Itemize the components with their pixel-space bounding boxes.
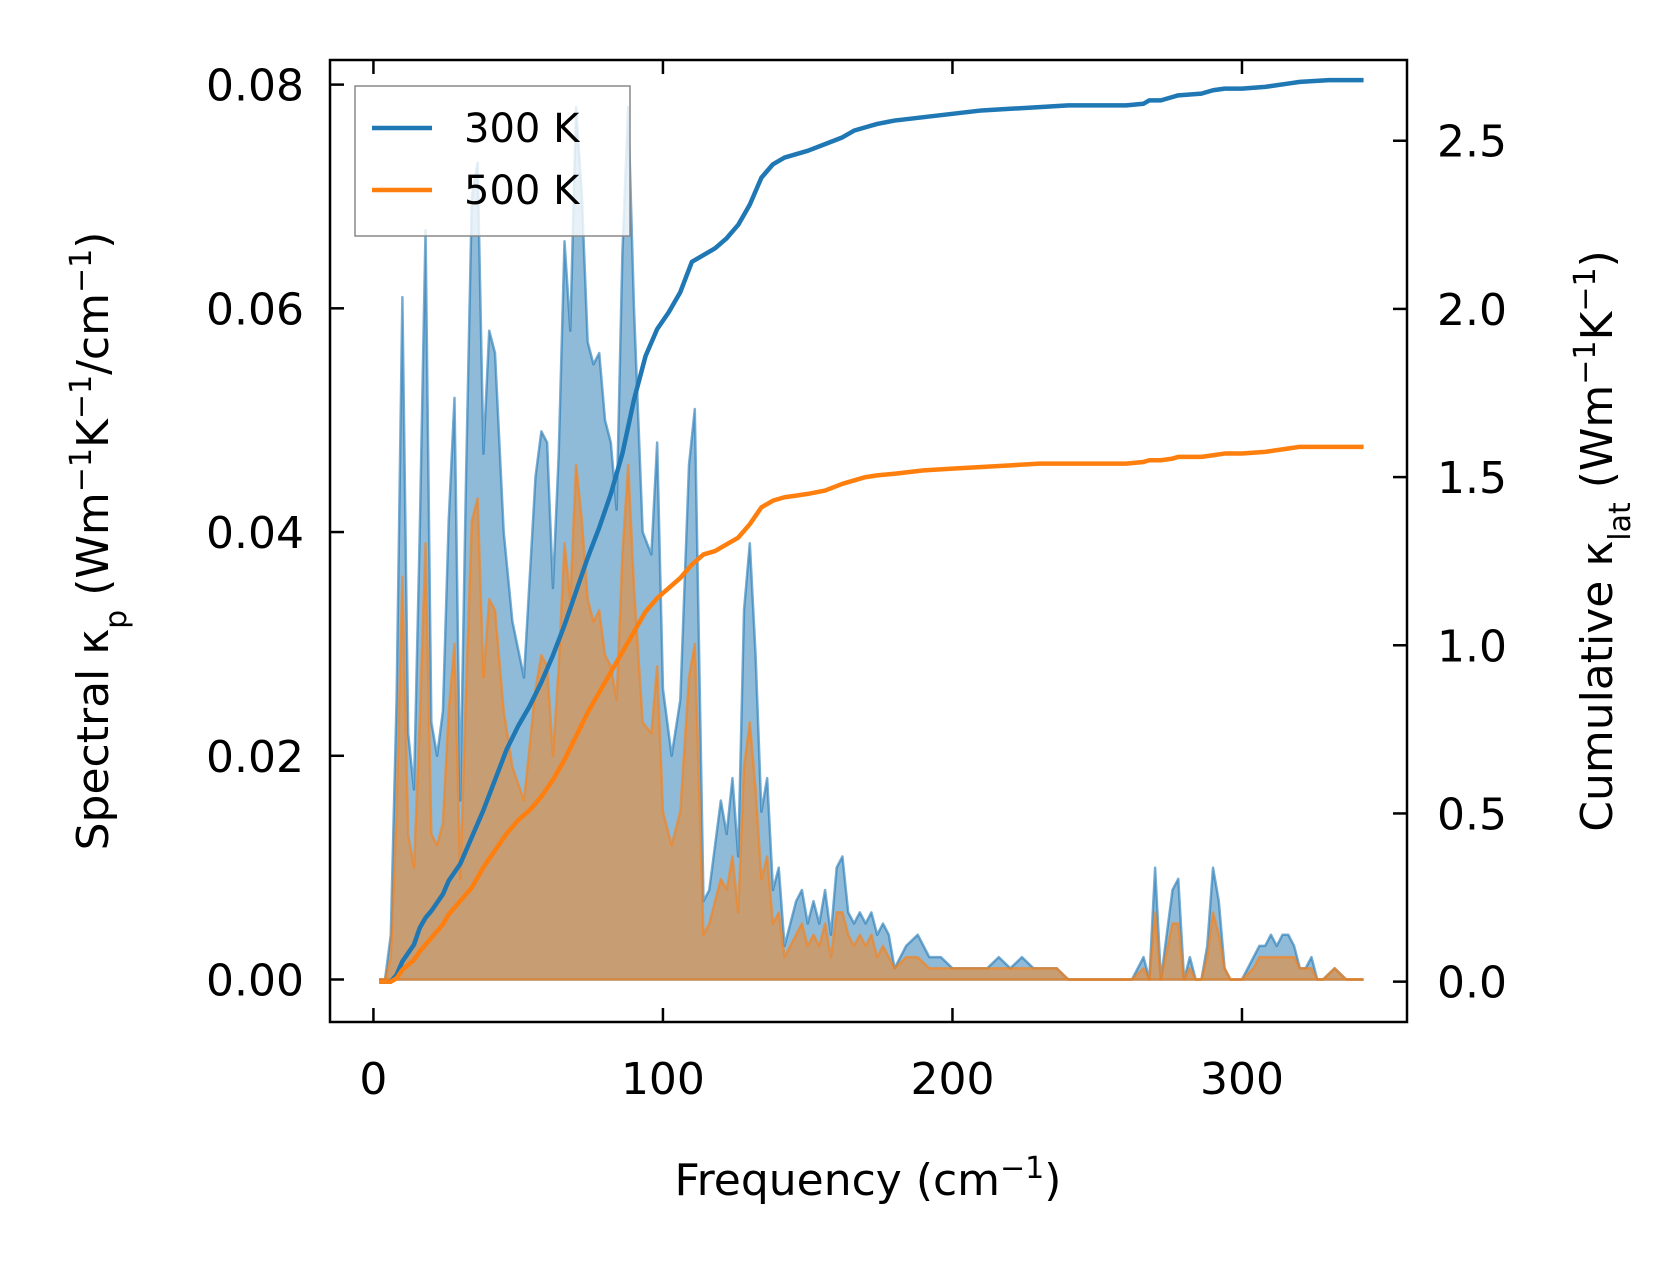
- legend-box: [354, 85, 631, 237]
- y-right-tick-label: 1.5: [1437, 453, 1507, 504]
- axis-tick-labels: 0 100 200 300 0.00 0.02 0.04 0.06 0.08 0.0 0.5 1.0 1…: [206, 61, 1507, 1105]
- x-tick-label: 0: [359, 1054, 387, 1105]
- y-left-tick-label: 0.06: [206, 284, 304, 335]
- x-axis-title: Frequency (cm−1): [675, 1151, 1062, 1207]
- y-left-tick-label: 0.00: [206, 955, 304, 1006]
- plot-frame: [328, 58, 1409, 1024]
- x-tick-label: 300: [1200, 1054, 1284, 1105]
- y-right-tick-label: 1.0: [1437, 621, 1507, 672]
- y-left-tick-label: 0.08: [206, 61, 304, 112]
- x-tick-label: 200: [910, 1054, 994, 1105]
- x-tick-label: 100: [621, 1054, 705, 1105]
- y-axis-left-title: Spectral κp (Wm−1K−1/cm−1): [64, 232, 134, 851]
- y-right-tick-label: 2.5: [1437, 117, 1507, 168]
- spectral-areas: [379, 105, 1364, 981]
- legend: 300 K 500 K: [354, 85, 631, 237]
- axis-ticks: [330, 60, 1407, 1022]
- y-right-tick-label: 0.5: [1437, 789, 1507, 840]
- y-axis-right-title: Cumulative κlat (Wm−1K−1): [1568, 250, 1638, 832]
- y-right-tick-label: 0.0: [1437, 958, 1507, 1009]
- y-right-tick-label: 2.0: [1437, 285, 1507, 336]
- cumulative-line-500k: [379, 444, 1364, 984]
- legend-label-500k: 500 K: [464, 168, 581, 214]
- y-left-tick-label: 0.04: [206, 508, 304, 559]
- y-left-tick-label: 0.02: [206, 732, 304, 783]
- legend-label-300k: 300 K: [464, 106, 581, 152]
- spectral-area-500k: [379, 464, 1364, 980]
- cumulative-lines: [379, 77, 1364, 984]
- cumulative-line-300k: [379, 77, 1364, 984]
